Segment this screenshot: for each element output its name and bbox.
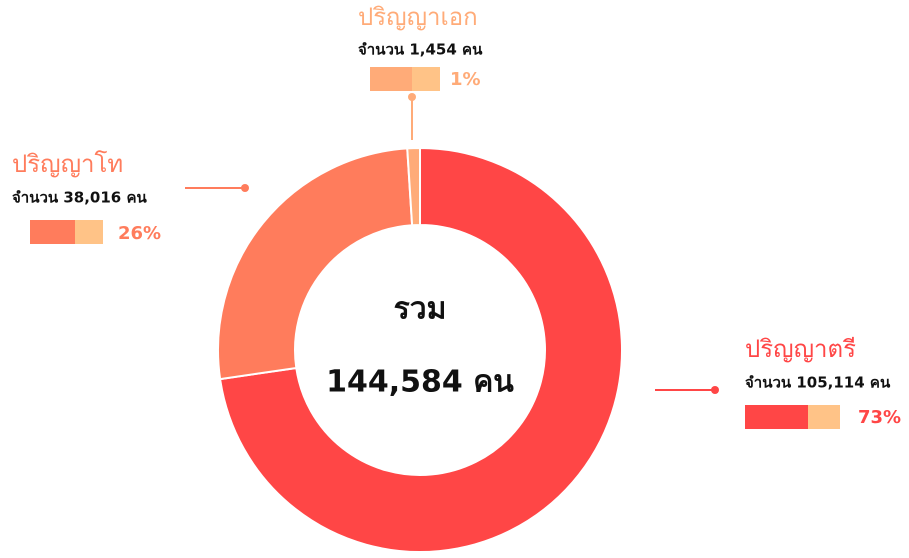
slice-count: จำนวน 1,454 คน	[358, 41, 483, 59]
center-total: 144,584 คน	[326, 365, 514, 400]
label-bar	[745, 405, 808, 429]
slice-count: จำนวน 38,016 คน	[12, 189, 148, 207]
slice-count: จำนวน 105,114 คน	[745, 374, 891, 392]
label-bar	[75, 220, 103, 244]
label-bar	[30, 220, 75, 244]
leader-dot	[711, 386, 719, 394]
slice-name: ปริญญาโท	[12, 150, 123, 178]
leader-dot	[241, 184, 249, 192]
label-bar	[412, 67, 440, 91]
slice-name: ปริญญาตรี	[745, 335, 856, 363]
label-bar	[808, 405, 840, 429]
donut-slice	[406, 146, 421, 227]
slice-percent: 26%	[118, 223, 161, 244]
slice-name: ปริญญาเอก	[358, 3, 478, 31]
slices	[217, 146, 623, 553]
center-title: รวม	[394, 292, 447, 327]
donut-slice	[218, 146, 623, 553]
donut-slice	[217, 147, 414, 381]
label-bar	[370, 67, 412, 91]
slice-percent: 73%	[858, 407, 901, 428]
leader-dot	[408, 93, 416, 101]
slice-percent: 1%	[450, 69, 481, 90]
